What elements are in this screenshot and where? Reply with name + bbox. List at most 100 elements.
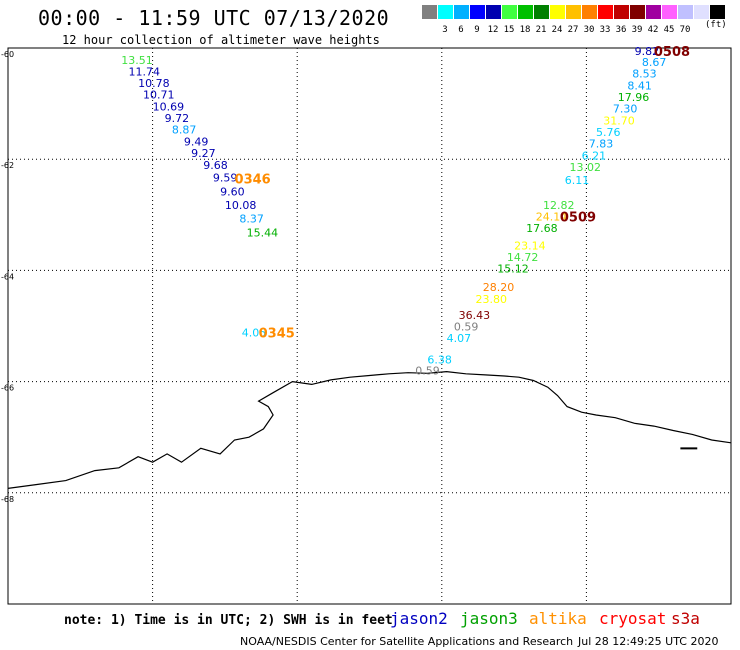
wave-height-label: 8.87: [172, 124, 197, 137]
satellite-jason2: jason2: [390, 609, 448, 628]
legend-swatch: [710, 5, 725, 19]
legend-label: 30: [583, 25, 595, 35]
legend-label: 9: [474, 25, 480, 35]
wave-height-label: 23.80: [476, 293, 508, 306]
legend-label: 21: [535, 25, 547, 35]
footer: note: 1) Time is in UTC; 2) SWH is in fe…: [0, 607, 740, 650]
legend-label: 45: [663, 25, 675, 35]
legend-label: 15: [503, 25, 515, 35]
wave-height-label: 8.53: [632, 68, 657, 81]
wave-height-label: 31.70: [603, 114, 635, 127]
pass-time-label: 0346: [235, 173, 271, 188]
pass-time-label: 0345: [259, 327, 295, 342]
wave-height-label: 9.82: [635, 45, 660, 58]
legend-label: 12: [487, 25, 499, 35]
satellite-altika: altika: [529, 609, 587, 628]
wave-height-label: 15.44: [247, 227, 279, 240]
x-tick-label: 51: [292, 606, 302, 607]
wave-height-label: 10.69: [153, 100, 185, 113]
wave-height-label: 24.14: [536, 210, 568, 223]
x-tick-label: 54: [437, 606, 447, 607]
wave-height-label: 9.59: [213, 172, 238, 185]
legend-swatch: [550, 5, 565, 19]
legend-swatch: [438, 5, 453, 19]
footer-credit: NOAA/NESDIS Center for Satellite Applica…: [240, 635, 574, 648]
wave-height-label: 13.02: [570, 161, 602, 174]
wave-height-label: 4.05: [242, 327, 267, 340]
wave-height-label: 9.49: [184, 135, 209, 148]
satellite-jason3: jason3: [460, 609, 518, 628]
wave-height-label: 14.72: [507, 251, 539, 264]
wave-height-label: 10.78: [138, 77, 170, 90]
satellite-cryosat: cryosat: [599, 609, 667, 628]
footer-note: note: 1) Time is in UTC; 2) SWH is in fe…: [64, 613, 393, 628]
x-tick-label: 48: [148, 606, 158, 607]
legend-label: 33: [599, 25, 611, 35]
wave-height-label: 17.96: [618, 91, 650, 104]
satellite-s3a: s3a: [671, 609, 700, 628]
legend-swatch: [582, 5, 597, 19]
legend-label: 27: [567, 25, 579, 35]
legend-unit: (ft): [705, 20, 727, 30]
wave-height-label: 8.41: [627, 79, 652, 92]
pass-time-label: 0509: [560, 210, 596, 225]
legend-label: 42: [647, 25, 659, 35]
y-tick-label: -68: [1, 495, 14, 504]
legend-swatch: [614, 5, 629, 19]
wave-height-label: 12.82: [543, 199, 575, 212]
wave-height-label: 23.14: [514, 239, 546, 252]
wave-height-label: 28.20: [483, 281, 515, 294]
legend-label: 70: [679, 25, 691, 35]
wave-height-label: 15.12: [497, 263, 528, 276]
legend-swatch: [422, 5, 437, 19]
wave-height-label: 6.38: [427, 353, 452, 366]
footer-timestamp: Jul 28 12:49:25 UTC 2020: [578, 635, 719, 648]
legend-label: 24: [551, 25, 563, 35]
wave-height-label: 0.59: [454, 321, 479, 334]
legend-label: 18: [519, 25, 531, 35]
wave-height-label: 9.60: [220, 185, 245, 198]
y-tick-label: -60: [1, 50, 14, 59]
wave-height-label: 8.67: [642, 56, 667, 69]
legend-swatch: [502, 5, 517, 19]
wave-height-label: 6.11: [565, 174, 590, 187]
legend-label: 6: [458, 25, 464, 35]
legend-swatch: [630, 5, 645, 19]
wave-height-map: 45 48 51 54 57 60 -60 -62 -64 -66 -68 -70 13.5111.74…: [1, 45, 736, 607]
legend-swatch: [534, 5, 549, 19]
x-tick-label: 57: [581, 606, 591, 607]
legend-swatch: [598, 5, 613, 19]
legend-swatch: [486, 5, 501, 19]
coastline-west: [7, 381, 293, 489]
wave-height-label: 36.43: [459, 309, 491, 322]
pass-time-label: 0508: [654, 45, 690, 60]
wave-height-label: 7.30: [613, 103, 638, 116]
wave-height-label: 0.59: [415, 364, 440, 377]
wave-height-label: 7.83: [589, 138, 614, 151]
legend-label: 36: [615, 25, 627, 35]
legend-swatch: [454, 5, 469, 19]
legend-swatch: [470, 5, 485, 19]
wave-height-label: 9.72: [165, 112, 190, 125]
wave-height-label: 9.27: [191, 147, 216, 160]
wave-height-label: 8.37: [239, 213, 263, 226]
wave-height-label: 11.74: [129, 65, 161, 78]
wave-height-label: 9.68: [203, 159, 228, 172]
x-tick-label: 60: [726, 606, 736, 607]
map-frame: [7, 47, 732, 605]
wave-height-label: 5.76: [596, 126, 621, 139]
chart-title: 00:00 - 11:59 UTC 07/13/2020: [38, 6, 390, 30]
coastline-east: [292, 370, 732, 444]
legend-swatch: [518, 5, 533, 19]
y-tick-label: -66: [1, 384, 14, 393]
wave-height-label: 17.68: [526, 222, 558, 235]
y-tick-label: -64: [1, 272, 14, 281]
y-tick-label: -70: [1, 606, 14, 607]
y-tick-label: -62: [1, 161, 14, 170]
chart-subtitle: 12 hour collection of altimeter wave hei…: [62, 33, 380, 47]
wave-height-label: 10.08: [225, 199, 257, 212]
legend-swatch: [566, 5, 581, 19]
wave-height-label: 10.71: [143, 89, 175, 102]
wave-height-label: 13.51: [121, 54, 152, 67]
legend-swatch: [678, 5, 693, 19]
